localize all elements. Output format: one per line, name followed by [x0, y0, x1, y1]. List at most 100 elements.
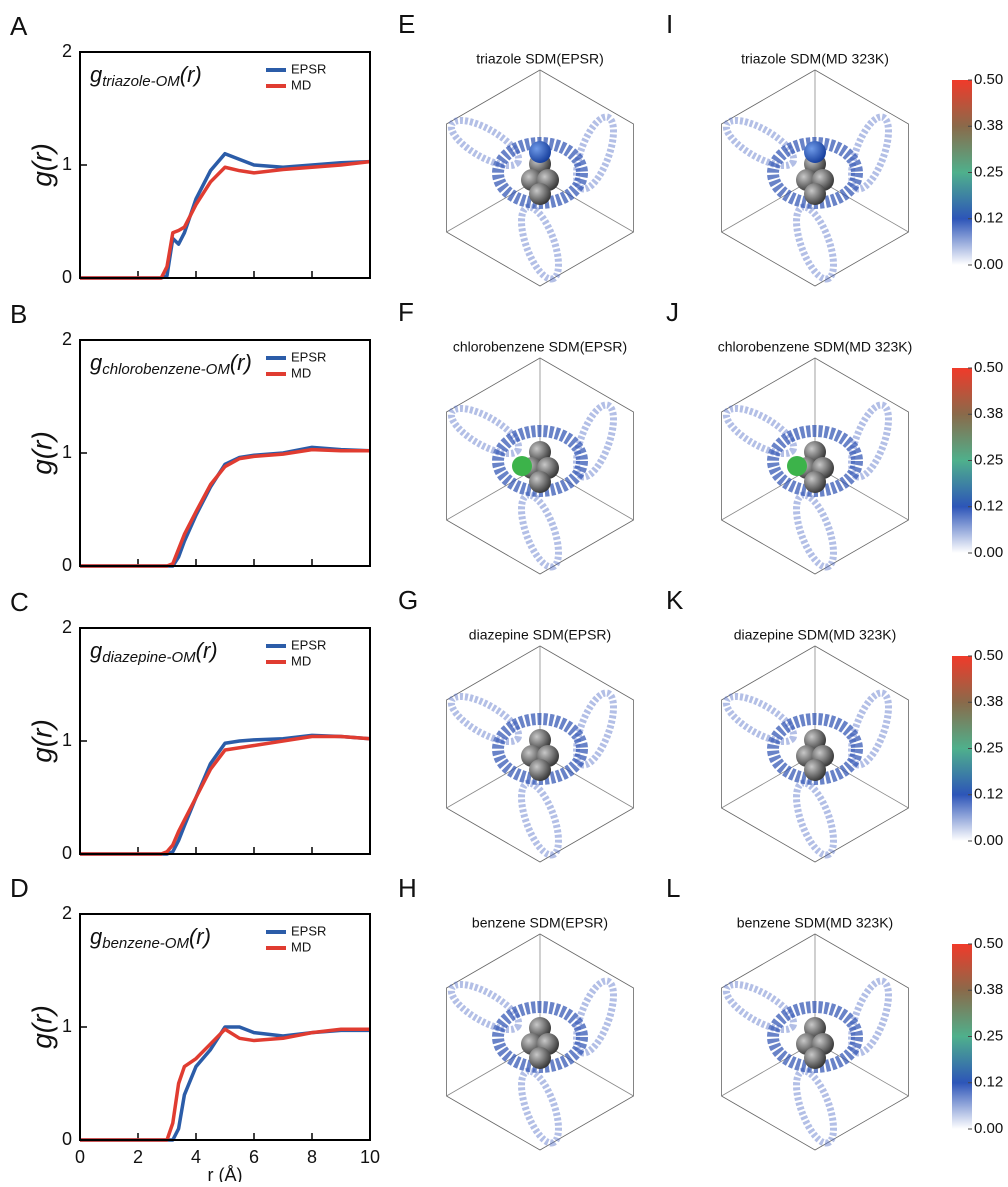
- y-tick-label: 1: [62, 730, 72, 750]
- colorbar-tick-label: 0.12: [974, 1074, 1003, 1091]
- plot-frame: [79, 913, 371, 1141]
- panel-letter: J: [666, 297, 679, 327]
- y-tick-label: 1: [62, 442, 72, 462]
- y-axis-label: g(r): [26, 143, 57, 187]
- x-tick-label: 10: [360, 1147, 380, 1167]
- y-tick-label: 2: [62, 329, 72, 349]
- legend-label: MD: [291, 939, 311, 954]
- panel-letter: I: [666, 9, 673, 39]
- panel-letter: C: [10, 587, 29, 617]
- colorbar-tick-label: 0.50: [974, 935, 1003, 952]
- colorbar-tick-label: 0.50: [974, 359, 1003, 376]
- x-tick-label: 2: [133, 1147, 143, 1167]
- y-axis-label: g(r): [26, 431, 57, 475]
- legend-label: EPSR: [291, 923, 326, 938]
- series-line: [80, 1027, 370, 1142]
- sdm-title: triazole SDM(EPSR): [476, 51, 604, 67]
- sdm-cube: [721, 69, 909, 287]
- colorbar-tick-label: 0.25: [974, 1027, 1003, 1044]
- panel-letter: E: [398, 9, 415, 39]
- colorbar: [952, 368, 972, 553]
- panel-letter: G: [398, 585, 418, 615]
- colorbar-tick-label: 0.50: [974, 71, 1003, 88]
- legend-label: MD: [291, 77, 311, 92]
- title-main: g: [90, 638, 103, 663]
- title-main: g: [90, 62, 103, 87]
- chart-title: gchlorobenzene-OM(r): [90, 350, 252, 378]
- colorbar-tick-label: 0.38: [974, 117, 1003, 134]
- sdm-cube: [446, 645, 634, 863]
- sdm-title: diazepine SDM(EPSR): [469, 627, 611, 643]
- x-axis-label: r (Å): [208, 1165, 243, 1182]
- chart-title: gdiazepine-OM(r): [90, 638, 218, 666]
- colorbar-tick-label: 0.38: [974, 693, 1003, 710]
- sdm-cube: [721, 645, 909, 863]
- title-sub: diazepine-OM: [102, 649, 196, 666]
- colorbar-tick-label: 0.50: [974, 647, 1003, 664]
- legend-label: MD: [291, 365, 311, 380]
- y-tick-label: 2: [62, 903, 72, 923]
- colorbar-tick-label: 0.38: [974, 405, 1003, 422]
- colorbar: [952, 944, 972, 1129]
- colorbar: [952, 80, 972, 265]
- y-tick-label: 0: [62, 267, 72, 287]
- x-tick-label: 4: [191, 1147, 201, 1167]
- title-sub: benzene-OM: [102, 935, 189, 952]
- series-line: [80, 151, 371, 280]
- title-suffix: (r): [196, 638, 218, 663]
- legend-label: EPSR: [291, 349, 326, 364]
- colorbar-tick-label: 0.00: [974, 256, 1003, 273]
- panel-letter: D: [10, 873, 29, 903]
- sdm-title: chlorobenzene SDM(MD 323K): [718, 339, 913, 355]
- title-suffix: (r): [180, 62, 202, 87]
- colorbar-tick-label: 0.25: [974, 163, 1003, 180]
- y-tick-label: 0: [62, 555, 72, 575]
- colorbar-tick-label: 0.00: [974, 832, 1003, 849]
- series-line: [80, 447, 370, 568]
- title-sub: triazole-OM: [102, 73, 180, 90]
- sdm-title: chlorobenzene SDM(EPSR): [453, 339, 627, 355]
- colorbar-tick-label: 0.38: [974, 981, 1003, 998]
- chart-title: gbenzene-OM(r): [90, 924, 211, 952]
- panel-letter: H: [398, 873, 417, 903]
- sdm-cube: [446, 69, 634, 287]
- sdm-title: diazepine SDM(MD 323K): [734, 627, 897, 643]
- title-suffix: (r): [189, 924, 211, 949]
- colorbar-tick-label: 0.25: [974, 739, 1003, 756]
- series-line: [80, 1025, 370, 1142]
- colorbar: [952, 656, 972, 841]
- y-tick-label: 1: [62, 1016, 72, 1036]
- colorbar-tick-label: 0.00: [974, 1120, 1003, 1137]
- panel-letter: K: [666, 585, 684, 615]
- sdm-cube: [446, 357, 634, 575]
- y-tick-label: 1: [62, 154, 72, 174]
- y-tick-label: 2: [62, 41, 72, 61]
- plot-frame: [79, 339, 371, 567]
- colorbar-tick-label: 0.12: [974, 210, 1003, 227]
- panel-letter: F: [398, 297, 414, 327]
- colorbar-tick-label: 0.00: [974, 544, 1003, 561]
- panel-letter: A: [10, 11, 28, 41]
- sdm-cube: [721, 357, 909, 575]
- series-line: [80, 159, 371, 280]
- colorbar-tick-label: 0.12: [974, 498, 1003, 515]
- y-tick-label: 0: [62, 843, 72, 863]
- plot-frame: [79, 51, 371, 279]
- y-tick-label: 0: [62, 1129, 72, 1149]
- sdm-cube: [721, 933, 909, 1151]
- sdm-title: benzene SDM(EPSR): [472, 915, 608, 931]
- series-line: [80, 733, 371, 856]
- title-suffix: (r): [230, 350, 252, 375]
- series-line: [80, 734, 371, 856]
- colorbar-tick-label: 0.25: [974, 451, 1003, 468]
- legend-label: EPSR: [291, 637, 326, 652]
- sdm-title: benzene SDM(MD 323K): [737, 915, 893, 931]
- y-tick-label: 2: [62, 617, 72, 637]
- legend-label: EPSR: [291, 61, 326, 76]
- chart-title: gtriazole-OM(r): [90, 62, 202, 90]
- plot-frame: [79, 627, 371, 855]
- y-axis-label: g(r): [26, 1005, 57, 1049]
- y-axis-label: g(r): [26, 719, 57, 763]
- panel-letter: B: [10, 299, 27, 329]
